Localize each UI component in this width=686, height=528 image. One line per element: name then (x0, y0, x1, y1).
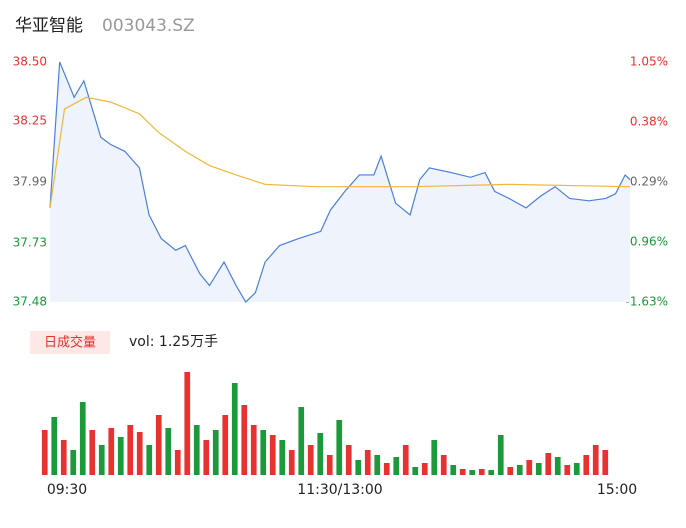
volume-bar (241, 405, 248, 475)
volume-bar (402, 445, 409, 475)
price-area (50, 62, 630, 302)
volume-bar (488, 470, 495, 475)
volume-bar (393, 457, 400, 475)
volume-bar (564, 465, 571, 475)
volume-bar (497, 435, 504, 475)
volume-bar (326, 455, 333, 475)
volume-bar (554, 457, 561, 475)
stock-code: 003043.SZ (102, 16, 195, 36)
volume-bar (345, 445, 352, 475)
volume-bar (260, 430, 267, 475)
volume-bar (193, 425, 200, 475)
price-line (49, 61, 631, 303)
x-tick-label: 09:30 (47, 482, 87, 498)
volume-bar (431, 440, 438, 475)
avg-line (49, 96, 631, 208)
volume-bar (421, 463, 428, 475)
volume-bar (592, 445, 599, 475)
volume-bar (165, 428, 172, 475)
volume-bar (279, 440, 286, 475)
volume-bar (602, 450, 609, 475)
volume-bar (136, 432, 143, 475)
volume-bar (526, 460, 533, 475)
volume-bar (317, 433, 324, 475)
stock-name: 华亚智能 (15, 16, 83, 36)
volume-bar (507, 467, 514, 475)
y2-tick-label: -0.96% (626, 235, 668, 249)
volume-bar (336, 420, 343, 475)
volume-bar (516, 465, 523, 475)
volume-bar (269, 435, 276, 475)
volume-bar (41, 430, 48, 475)
volume-bar (117, 437, 124, 475)
volume-bar (450, 465, 457, 475)
volume-bar (174, 450, 181, 475)
y-tick-label: 37.99 (13, 175, 47, 189)
volume-bar (298, 407, 305, 475)
x-tick-label: 15:00 (597, 482, 637, 498)
volume-bar (412, 467, 419, 475)
volume-bar (250, 425, 257, 475)
volume-bar (89, 430, 96, 475)
y-tick-label: 38.25 (13, 113, 47, 127)
volume-bar (545, 453, 552, 475)
volume-bar (583, 455, 590, 475)
y2-tick-label: 1.05% (630, 55, 668, 69)
volume-caption: vol: 1.25万手 (129, 334, 218, 350)
volume-bar (51, 417, 58, 475)
volume-bar (288, 450, 295, 475)
y2-tick-label: -0.29% (626, 175, 668, 189)
y-tick-label: 37.73 (13, 236, 47, 250)
volume-bar (60, 440, 67, 475)
volume-bar (231, 383, 238, 475)
volume-bar (440, 455, 447, 475)
volume-bar (459, 469, 466, 475)
volume-bar (108, 428, 115, 475)
volume-label: 日成交量 (44, 335, 96, 351)
y2-tick-label: -1.63% (626, 295, 668, 309)
volume-bar (127, 425, 134, 475)
volume-bar (212, 430, 219, 475)
x-tick-label: 11:30/13:00 (297, 482, 382, 498)
volume-bar (146, 445, 153, 475)
volume-badge (30, 331, 110, 354)
volume-bar (184, 372, 191, 475)
volume-bar (355, 460, 362, 475)
volume-bar (573, 463, 580, 475)
y2-tick-label: 0.38% (630, 115, 668, 129)
y-tick-label: 38.50 (13, 55, 47, 69)
volume-bar (307, 445, 314, 475)
volume-bar (98, 445, 105, 475)
volume-bar (374, 455, 381, 475)
volume-bar (478, 469, 485, 475)
volume-bar (222, 415, 229, 475)
volume-bar (383, 463, 390, 475)
volume-bar (364, 450, 371, 475)
volume-bar (70, 450, 77, 475)
volume-bar (469, 470, 476, 475)
volume-bar (79, 402, 86, 475)
volume-bar (155, 415, 162, 475)
y-tick-label: 37.48 (13, 295, 47, 309)
volume-bar (535, 463, 542, 475)
volume-bar (203, 440, 210, 475)
